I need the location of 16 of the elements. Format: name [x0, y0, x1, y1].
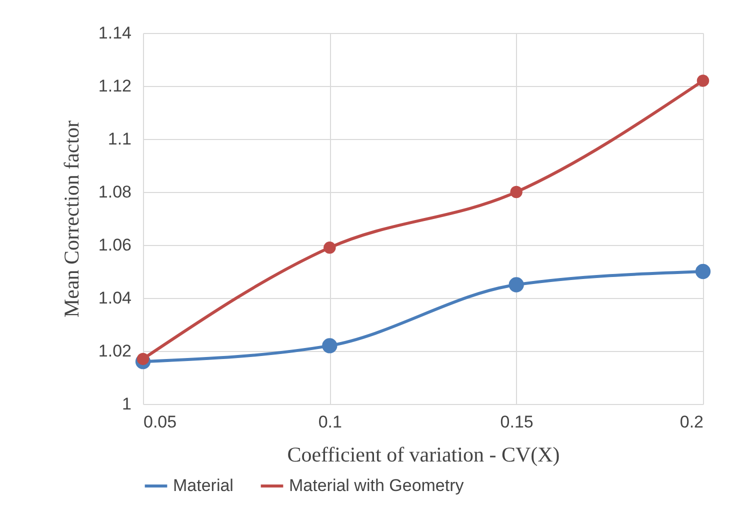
y-tick-label: 1.04	[98, 288, 132, 308]
legend-label: Material	[173, 476, 234, 495]
y-tick-label: 1.06	[98, 236, 132, 254]
x-tick-label: 0.2	[680, 412, 704, 432]
x-tick-label: 0.05	[144, 412, 177, 432]
y-axis-title: Mean Correction factor	[59, 120, 84, 318]
y-tick-label: 1.14	[98, 24, 132, 42]
y-tick-label: 1.08	[98, 182, 132, 202]
y-tick-label: 1.02	[98, 342, 132, 360]
x-axis-title: Coefficient of variation - CV(X)	[287, 442, 560, 466]
x-tick-label: 0.1	[318, 412, 342, 432]
legend-label: Material with Geometry	[289, 476, 464, 495]
y-tick-label: 1	[122, 394, 132, 414]
y-tick-label: 1.1	[108, 130, 132, 148]
x-tick-label: 0.15	[500, 412, 534, 432]
y-tick-label: 1.12	[98, 76, 132, 96]
